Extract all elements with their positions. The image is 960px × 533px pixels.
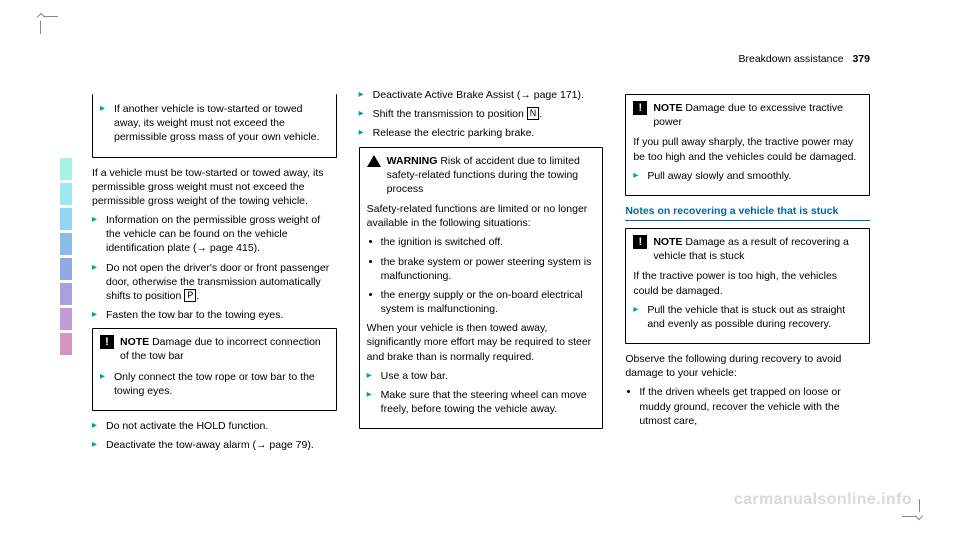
note-title: NOTE Damage due to incorrect connection … [120,335,329,363]
warning-title: WARNING Risk of accident due to limited … [387,154,596,197]
action-item: Only connect the tow rope or tow bar to … [100,370,329,398]
color-segment [60,333,72,355]
note-title: NOTE Damage due to excessive tractive po… [653,101,862,129]
column-1: If another vehicle is tow-started or tow… [92,88,337,478]
body-text: If the tractive power is too high, the v… [633,269,862,297]
column-3: ! NOTE Damage due to excessive tractive … [625,88,870,478]
page-content: Breakdown assistance 379 If another vehi… [92,52,870,482]
section-title: Breakdown assistance [738,53,843,65]
bullet-item: the ignition is switched off. [367,235,596,249]
color-segment [60,233,72,255]
color-segment [60,183,72,205]
note-icon: ! [633,235,647,249]
color-segment [60,258,72,280]
page-number: 379 [852,53,870,65]
action-item: Fasten the tow bar to the towing eyes. [92,308,337,322]
section-heading: Notes on recovering a vehicle that is st… [625,204,870,221]
note-icon: ! [633,101,647,115]
action-item: Deactivate the tow-away alarm (→ page 79… [92,438,337,452]
action-item: Make sure that the steering wheel can mo… [367,388,596,416]
body-text: If a vehicle must be tow-started or towe… [92,166,337,209]
bullet-item: the brake system or power steering syste… [367,255,596,283]
color-segment [60,308,72,330]
color-index-bar [60,158,72,355]
body-text: Safety-related functions are limited or … [367,202,596,230]
note-box: ! NOTE Damage as a result of recovering … [625,228,870,344]
page-header: Breakdown assistance 379 [738,52,870,66]
color-segment [60,208,72,230]
action-item: Information on the permissible gross wei… [92,213,337,256]
gear-symbol: P [184,289,196,302]
note-box: ! NOTE Damage due to excessive tractive … [625,94,870,196]
gear-symbol: N [527,107,540,120]
action-item: Pull away slowly and smoothly. [633,169,862,183]
bullet-item: If the driven wheels get trapped on loos… [625,385,870,428]
body-text: Observe the following during recovery to… [625,352,870,380]
bullet-item: the energy supply or the on-board electr… [367,288,596,316]
color-segment [60,158,72,180]
action-item: Use a tow bar. [367,369,596,383]
action-item: Deactivate Active Brake Assist (→ page 1… [359,88,604,102]
text-columns: If another vehicle is tow-started or tow… [92,88,870,478]
action-item: If another vehicle is tow-started or tow… [100,102,329,145]
body-text: If you pull away sharply, the tractive p… [633,135,862,163]
note-icon: ! [100,335,114,349]
color-segment [60,283,72,305]
action-item: Pull the vehicle that is stuck out as st… [633,303,862,331]
body-text: When your vehicle is then towed away, si… [367,321,596,364]
action-item: Release the electric parking brake. [359,126,604,140]
warning-icon [367,155,381,167]
action-item: Do not activate the HOLD function. [92,419,337,433]
note-box: ! NOTE Damage due to incorrect connectio… [92,328,337,411]
column-2: Deactivate Active Brake Assist (→ page 1… [359,88,604,478]
crop-mark-top-left [40,16,58,34]
action-item: Shift the transmission to position N. [359,107,604,121]
note-title: NOTE Damage as a result of recovering a … [653,235,862,263]
action-item: Do not open the driver's door or front p… [92,261,337,304]
watermark-text: carmanualsonline.info [734,489,912,511]
warning-box: WARNING Risk of accident due to limited … [359,147,604,430]
note-box: If another vehicle is tow-started or tow… [92,94,337,158]
